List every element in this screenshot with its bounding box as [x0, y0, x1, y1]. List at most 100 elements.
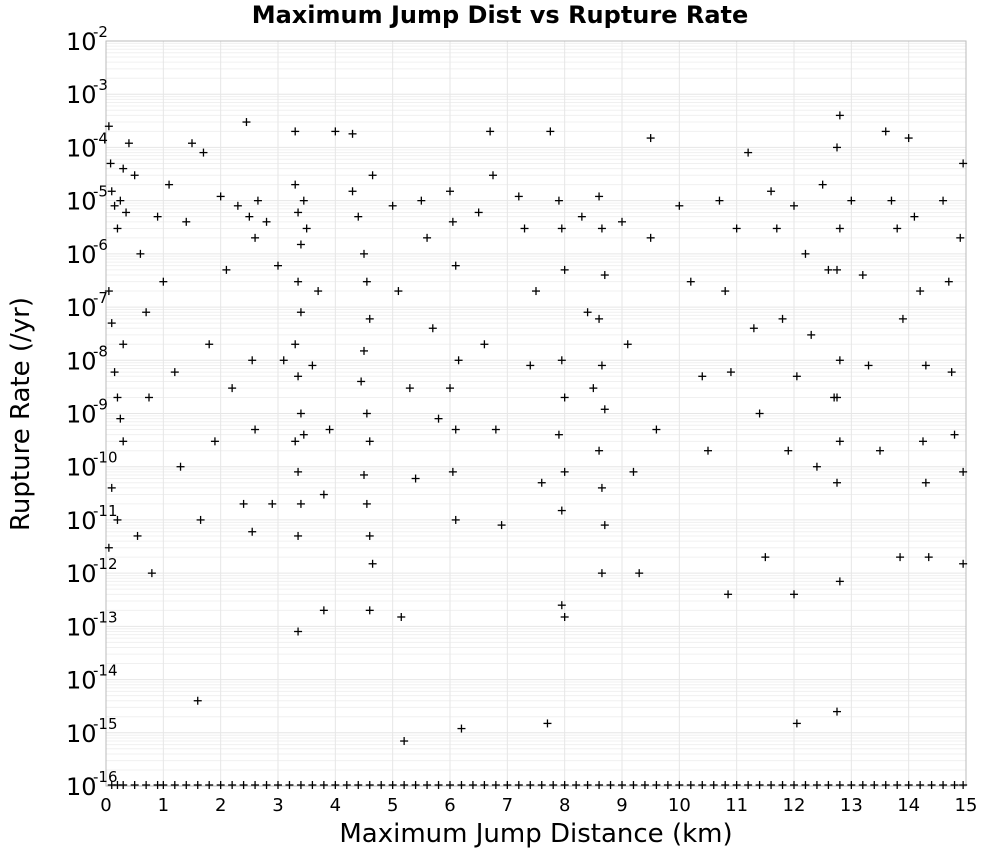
data-point [446, 187, 454, 196]
data-point [526, 781, 535, 789]
data-point [116, 196, 125, 205]
data-point [910, 212, 919, 221]
x-tick-label: 7 [502, 795, 513, 816]
data-point [451, 261, 460, 270]
x-tick-label: 2 [215, 795, 226, 816]
data-point [904, 781, 913, 789]
data-point [170, 368, 179, 377]
data-point [405, 384, 414, 393]
data-point [314, 287, 323, 296]
y-tick-exponent: -15 [93, 715, 118, 733]
data-point [239, 781, 248, 789]
x-tick-label: 10 [668, 795, 691, 816]
data-point [824, 781, 833, 789]
data-point [635, 569, 644, 578]
data-point [360, 249, 368, 258]
data-point [537, 478, 546, 487]
data-point [104, 543, 113, 552]
data-point [107, 483, 116, 492]
data-point [721, 287, 730, 296]
data-point [291, 127, 300, 136]
data-point [744, 781, 753, 789]
y-tick-label: 10-11 [66, 502, 118, 535]
y-tick-base: 10 [66, 188, 97, 216]
data-point [176, 462, 185, 471]
data-point [394, 287, 403, 296]
data-point [104, 287, 113, 296]
y-tick-exponent: -8 [93, 342, 108, 360]
data-point [294, 627, 303, 636]
y-tick-exponent: -3 [93, 76, 108, 94]
data-point [348, 187, 357, 196]
data-point [864, 361, 873, 370]
data-point [110, 368, 119, 377]
data-point [835, 224, 844, 233]
data-point [294, 467, 303, 476]
data-point [726, 368, 735, 377]
data-point [801, 249, 810, 258]
y-tick-exponent: -5 [93, 183, 108, 201]
data-point [251, 233, 260, 242]
y-tick-label: 10-2 [66, 23, 108, 56]
data-point [514, 192, 523, 201]
data-point [916, 287, 925, 296]
data-point [950, 781, 959, 789]
data-point [457, 724, 466, 733]
data-point [606, 781, 615, 789]
data-point [434, 414, 443, 423]
data-point [646, 233, 655, 242]
data-point [113, 515, 122, 524]
data-point [199, 148, 208, 157]
y-tick-label: 10-14 [66, 662, 118, 695]
data-point [597, 569, 606, 578]
data-point [159, 277, 168, 286]
data-point [792, 719, 801, 728]
data-point [698, 781, 707, 789]
data-point [698, 372, 707, 381]
y-tick-label: 10-7 [66, 289, 108, 322]
data-point [296, 240, 305, 249]
data-point [858, 271, 867, 280]
data-point [595, 446, 604, 455]
data-point [291, 437, 300, 446]
data-point [767, 781, 776, 789]
data-point [577, 212, 586, 221]
data-point [124, 139, 133, 148]
data-point [417, 196, 426, 205]
x-tick-label: 6 [444, 795, 455, 816]
data-point [887, 196, 896, 205]
data-point [944, 277, 953, 286]
data-point [950, 430, 959, 439]
data-point [491, 781, 500, 789]
data-point [165, 180, 174, 189]
data-point [142, 308, 151, 317]
data-point [362, 277, 371, 286]
data-point [360, 346, 368, 355]
data-point [532, 287, 540, 296]
data-point [205, 781, 214, 789]
data-point [388, 781, 397, 789]
y-axis-label: Rupture Rate (/yr) [6, 297, 36, 531]
data-point [159, 781, 168, 789]
data-point [557, 506, 566, 515]
data-point [732, 224, 741, 233]
data-point [296, 781, 305, 789]
data-point [308, 781, 317, 789]
data-point [122, 208, 131, 217]
data-point [583, 308, 592, 317]
data-point [294, 208, 303, 217]
data-point [331, 781, 340, 789]
y-tick-base: 10 [66, 507, 97, 535]
data-point [896, 553, 905, 562]
y-tick-base: 10 [66, 613, 97, 641]
data-point [491, 425, 500, 434]
data-point [228, 384, 237, 393]
data-point [749, 324, 758, 333]
data-point [210, 437, 219, 446]
data-point [618, 781, 626, 789]
data-point [623, 340, 632, 349]
data-point [291, 180, 300, 189]
data-point [357, 377, 366, 386]
data-point [709, 781, 718, 789]
